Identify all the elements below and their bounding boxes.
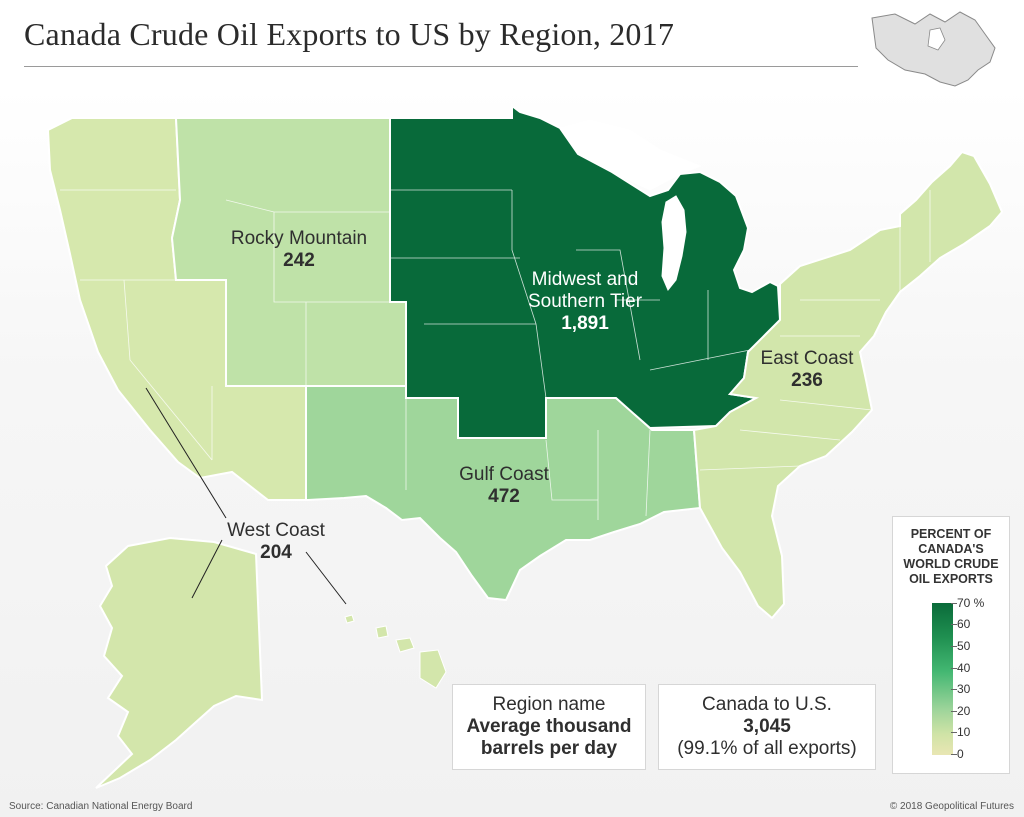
key-box: Region name Average thousand barrels per… [452, 684, 646, 770]
legend-tick-mark [951, 646, 957, 647]
legend: PERCENT OF CANADA'S WORLD CRUDE OIL EXPO… [892, 516, 1010, 774]
rocky-mountain-name: Rocky Mountain [230, 228, 368, 249]
key-box-line1: Region name [492, 694, 606, 715]
key-box-line2: Average thousand [466, 716, 632, 737]
label-gulf-coast: Gulf Coast 472 [444, 464, 564, 508]
rocky-mountain-value: 242 [283, 250, 315, 271]
total-box-value: 3,045 [743, 716, 791, 737]
legend-tick-mark [951, 732, 957, 733]
legend-tick-label: 0 [957, 747, 964, 761]
total-box-line3: (99.1% of all exports) [677, 738, 857, 759]
legend-tick-mark [951, 668, 957, 669]
legend-color-bar [932, 603, 953, 755]
total-box: Canada to U.S. 3,045 (99.1% of all expor… [658, 684, 876, 770]
east-coast-value: 236 [791, 370, 823, 391]
legend-tick-label: 30 [957, 682, 971, 696]
gulf-coast-value: 472 [488, 486, 520, 507]
canada-inset-map [871, 11, 996, 87]
west-coast-leader-lines [145, 387, 347, 605]
legend-tick-label: 10 [957, 725, 971, 739]
region-hawaii [344, 614, 447, 689]
lake-michigan [661, 195, 687, 291]
gulf-coast-name: Gulf Coast [459, 464, 549, 485]
legend-tick-mark [951, 689, 957, 690]
total-box-line1: Canada to U.S. [702, 694, 832, 715]
label-east-coast: East Coast 236 [752, 348, 862, 392]
label-west-coast: West Coast 204 [214, 520, 338, 564]
legend-title-line: WORLD CRUDE [903, 557, 999, 571]
legend-tick-mark [951, 603, 957, 604]
key-box-line3: barrels per day [480, 738, 618, 759]
source-note: Source: Canadian National Energy Board [9, 801, 193, 812]
midwest-name-line1: Midwest and [531, 269, 639, 290]
legend-tick-label: 40 [957, 661, 971, 675]
east-coast-name: East Coast [760, 348, 854, 369]
midwest-name-line2: Southern Tier [527, 291, 643, 312]
legend-tick-label: 20 [957, 704, 971, 718]
legend-title: PERCENT OF CANADA'S WORLD CRUDE OIL EXPO… [893, 527, 1009, 587]
page-title: Canada Crude Oil Exports to US by Region… [24, 16, 675, 52]
label-midwest: Midwest and Southern Tier 1,891 [500, 269, 670, 335]
legend-tick-mark [951, 711, 957, 712]
west-coast-name: West Coast [227, 520, 325, 541]
title-divider [24, 66, 858, 67]
legend-tick-mark [951, 754, 957, 755]
legend-title-line: OIL EXPORTS [909, 572, 993, 586]
label-rocky-mountain: Rocky Mountain 242 [214, 228, 384, 272]
midwest-value: 1,891 [561, 313, 609, 334]
legend-tick-label: 60 [957, 617, 971, 631]
legend-tick-label: 70 % [957, 596, 985, 610]
legend-tick-mark [951, 624, 957, 625]
west-coast-value: 204 [260, 542, 292, 563]
legend-title-line: CANADA'S [918, 542, 984, 556]
legend-tick-label: 50 [957, 639, 971, 653]
copyright-note: © 2018 Geopolitical Futures [889, 801, 1014, 812]
state-borders [60, 189, 931, 520]
lake-superior [559, 119, 702, 191]
legend-title-line: PERCENT OF [910, 527, 992, 541]
region-alaska [95, 536, 264, 789]
